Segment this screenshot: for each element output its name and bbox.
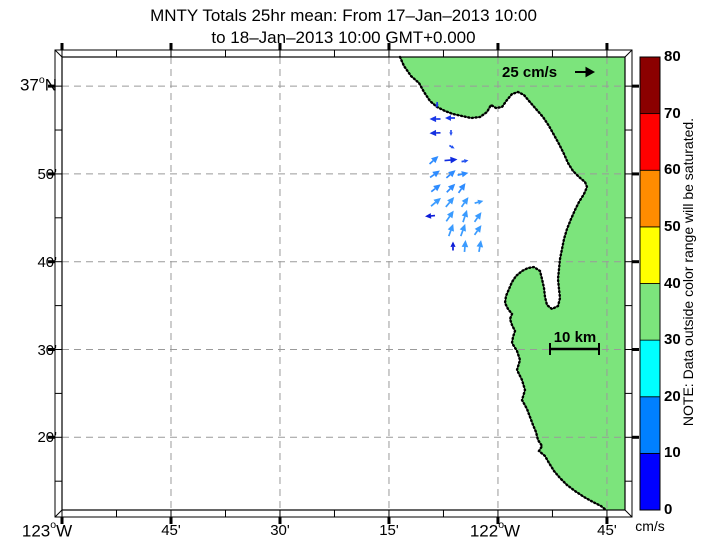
colorbar-tick-label: 10: [664, 444, 681, 462]
vector-head: [447, 183, 456, 192]
colorbar-tick-label: 20: [664, 387, 681, 405]
axis-major-ticks: [48, 43, 639, 524]
x-axis-tick-label: 15': [379, 522, 399, 539]
x-axis-tick-label: 30': [270, 522, 290, 539]
colorbar-segment: [639, 452, 661, 511]
vector-shaft: [429, 173, 435, 179]
colorbar-tick-label: 70: [664, 104, 681, 122]
vector-head: [474, 212, 482, 220]
graticule-grid: [62, 57, 625, 510]
vector-head: [476, 240, 484, 248]
y-axis-tick-label: 50': [37, 165, 57, 183]
vector-head: [450, 145, 455, 149]
map-frame: [54, 49, 633, 518]
x-axis-tick-label: 45': [597, 522, 617, 539]
vector-head: [461, 209, 469, 218]
vector-shaft: [445, 173, 451, 179]
figure-title-line-2: to 18–Jan–2013 10:00 GMT+0.000: [211, 28, 476, 47]
vector-head: [431, 155, 439, 164]
colorbar-segment: [639, 339, 661, 398]
vector-head: [425, 213, 432, 219]
vector-shaft: [445, 215, 451, 222]
x-axis-tick-label: 123oW: [21, 519, 73, 541]
vector-head: [450, 156, 458, 164]
y-axis-tick-label: 30': [37, 341, 57, 359]
colorbar: [639, 56, 661, 511]
colorbar-tick-label: 50: [664, 217, 681, 235]
colorbar-units-label: cm/s: [635, 518, 665, 534]
vector-head: [458, 183, 466, 191]
y-axis-tick-label: 40': [37, 253, 57, 271]
x-axis-tick-label: 122oW: [469, 519, 521, 541]
vector-head: [474, 225, 482, 233]
colorbar-tick-label: 60: [664, 161, 681, 179]
colorbar-tick-label: 30: [664, 331, 681, 349]
vector-shaft: [457, 173, 463, 176]
vector-shaft: [444, 159, 451, 162]
figure-title-line-1: MNTY Totals 25hr mean: From 17–Jan–2013 …: [150, 6, 537, 25]
colorbar-tick-label: 80: [664, 48, 681, 65]
colorbar-segment: [639, 113, 661, 171]
vector-shaft: [459, 230, 464, 237]
vector-head: [447, 223, 454, 232]
vector-shaft: [460, 202, 466, 208]
vector-shaft: [478, 246, 481, 253]
reference-vector-label: 25 cm/s: [502, 64, 558, 81]
colorbar-segment: [639, 283, 661, 341]
vector-shaft: [473, 230, 479, 236]
vector-head: [433, 197, 441, 205]
vector-head: [459, 223, 466, 232]
y-axis-tick-label: 37oN: [19, 73, 57, 95]
vector-head: [447, 197, 455, 205]
vector-shaft: [447, 230, 452, 237]
colorbar-tick-label: 0: [664, 501, 673, 518]
vector-head: [429, 115, 437, 123]
x-axis-tick-label: 45': [161, 522, 181, 539]
reference-vector-arrow: [575, 66, 596, 78]
vector-head: [445, 115, 451, 121]
vector-shaft: [430, 187, 436, 193]
vector-head: [429, 129, 437, 137]
vector-head: [435, 104, 439, 108]
vector-shaft: [457, 188, 463, 194]
vector-shaft: [430, 201, 437, 207]
vector-shaft: [474, 201, 479, 204]
y-axis-tick-label: 20': [37, 429, 57, 447]
vector-head: [450, 241, 456, 247]
vector-head: [461, 197, 469, 205]
vector-shaft: [462, 216, 466, 223]
vector-head: [432, 170, 440, 178]
scale-bar-label: 10 km: [553, 329, 597, 346]
vector-head: [433, 184, 441, 192]
colorbar-segment: [639, 169, 661, 228]
colorbar-note-label: NOTE: Data outside color range will be s…: [680, 117, 696, 427]
current-vectors: [425, 101, 484, 253]
vector-head: [461, 171, 469, 178]
land-polygon: [400, 57, 625, 510]
vector-head: [461, 240, 469, 248]
vector-head: [446, 210, 454, 219]
vector-head: [449, 132, 453, 136]
vector-shaft: [448, 144, 452, 148]
vector-head: [477, 199, 484, 205]
scale-bar: [549, 343, 600, 355]
colorbar-segment: [639, 396, 661, 454]
vector-shaft: [428, 160, 434, 165]
colorbar-segment: [639, 56, 661, 115]
vector-shaft: [446, 188, 451, 193]
colorbar-segment: [639, 226, 661, 284]
coastline-stipple: [398, 55, 608, 512]
vector-head: [463, 159, 469, 164]
vector-shaft: [473, 217, 479, 223]
vector-head: [448, 170, 456, 178]
vector-shaft: [445, 201, 451, 208]
colorbar-tick-label: 40: [664, 274, 681, 292]
